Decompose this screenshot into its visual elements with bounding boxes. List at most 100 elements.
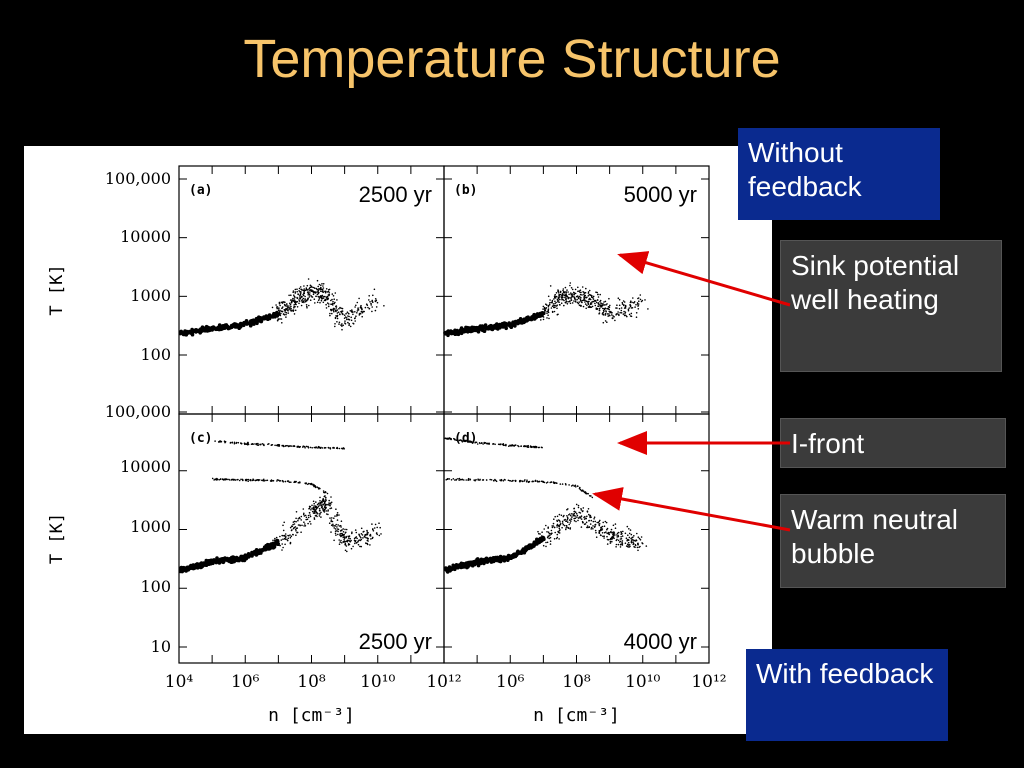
data-point [547,304,550,307]
data-point [557,292,560,294]
data-point [306,307,308,309]
data-point [305,288,308,291]
data-point [614,527,617,529]
data-point [365,303,368,305]
data-point [553,298,555,300]
data-point [343,541,345,543]
data-point [281,479,284,482]
data-point [496,559,501,563]
data-point [570,297,572,300]
data-point [212,327,216,331]
data-point [615,307,617,309]
data-point [502,321,507,325]
data-point [311,296,314,298]
data-point [535,541,539,546]
data-point [640,300,643,303]
data-point [626,539,629,541]
data-point [281,302,284,304]
data-point [606,535,608,538]
data-point [286,308,288,310]
data-point [555,482,557,484]
data-point [272,545,277,549]
data-point [327,504,330,506]
data-point [322,490,325,492]
data-point [511,320,515,324]
data-point [572,484,574,487]
data-point [293,301,296,304]
data-point [242,479,244,482]
data-point [609,537,612,540]
data-point [330,531,332,533]
data-point [614,319,616,322]
data-point [571,288,574,291]
data-point [356,537,358,540]
data-point [606,543,609,545]
data-point [278,444,281,447]
data-point [319,500,321,502]
data-point [346,550,348,553]
data-point [294,303,297,305]
data-point [305,483,307,485]
data-point [307,291,310,293]
data-point [565,291,567,293]
data-point [256,317,261,321]
data-point [598,313,600,315]
data-point [286,538,288,541]
data-point [313,446,316,449]
data-point [287,480,290,482]
data-point [297,293,300,296]
data-point [527,481,530,484]
data-point [635,316,638,318]
data-point [606,321,608,323]
slide-title: Temperature Structure [243,29,781,89]
data-point [322,285,324,287]
data-point [335,508,337,511]
data-point [322,297,325,299]
data-point [561,522,564,524]
data-point [185,331,189,335]
data-point [559,291,562,294]
data-point [604,520,607,523]
data-point [636,302,639,304]
data-point [339,313,341,315]
data-point [600,534,602,537]
data-point [352,313,354,316]
data-point [347,321,349,324]
data-point [574,517,577,519]
data-point [617,311,619,313]
data-point [356,301,359,304]
data-point [325,496,327,499]
data-point [285,303,288,305]
x-axis-label: n [cm⁻³] [268,705,355,726]
data-point [336,512,339,514]
data-point [323,506,326,508]
data-point [476,330,481,334]
data-point [550,529,553,532]
data-point [589,298,592,301]
data-point [634,540,637,542]
data-point [559,523,562,526]
data-point [344,528,346,531]
data-point [342,447,345,449]
data-point [286,305,289,307]
data-point [604,320,607,322]
data-point [625,537,628,539]
data-point [214,440,216,442]
data-point [588,298,590,300]
data-point [298,287,301,290]
data-point [582,507,585,509]
data-point [560,514,563,517]
data-point [645,545,648,547]
data-point [233,442,236,445]
data-point [208,560,213,565]
data-point [589,523,592,525]
data-point [371,306,374,308]
data-point [323,495,326,498]
data-point [526,479,528,482]
data-point [292,521,295,523]
data-point [547,306,550,308]
data-point [331,312,333,315]
data-point [627,534,629,536]
data-point [238,479,241,482]
data-point [240,478,242,481]
